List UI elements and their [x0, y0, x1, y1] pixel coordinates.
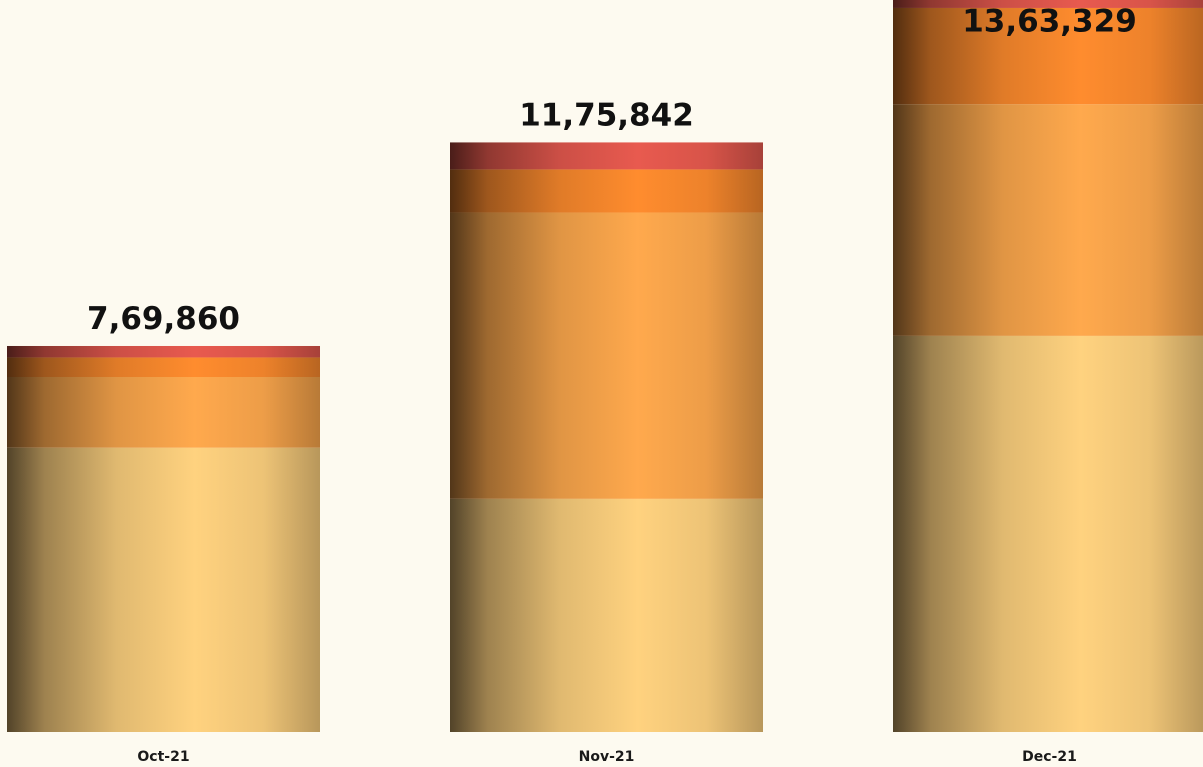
bar-segment-Oct-21-1 [7, 447, 320, 732]
bar-segment-Nov-21-1 [450, 498, 763, 732]
bars-layer [7, 0, 1203, 732]
category-label: Dec-21 [1022, 749, 1077, 765]
bar-segment-Dec-21-3 [893, 7, 1203, 105]
total-label: 13,63,329 [962, 3, 1137, 39]
bar-Nov-21 [450, 142, 763, 732]
category-label: Nov-21 [579, 749, 635, 765]
bar-segment-Nov-21-2 [450, 212, 763, 499]
bar-segment-Dec-21-1 [893, 335, 1203, 732]
bar-segment-Dec-21-2 [893, 104, 1203, 336]
bar-segment-Nov-21-4 [450, 142, 763, 170]
total-label: 7,69,860 [87, 301, 240, 337]
bar-segment-Oct-21-4 [7, 345, 320, 358]
bar-segment-Oct-21-3 [7, 357, 320, 378]
bar-segment-Oct-21-2 [7, 377, 320, 448]
bar-segment-Nov-21-3 [450, 169, 763, 213]
category-label: Oct-21 [137, 749, 189, 765]
bar-Dec-21 [893, 0, 1203, 732]
bar-segment-Dec-21-4 [893, 0, 1203, 8]
labels-layer: 7,69,860 Oct-21 11,75,842 Nov-21 13,63,329 De… [87, 3, 1137, 765]
total-label: 11,75,842 [519, 97, 694, 133]
bar-Oct-21 [7, 345, 320, 732]
